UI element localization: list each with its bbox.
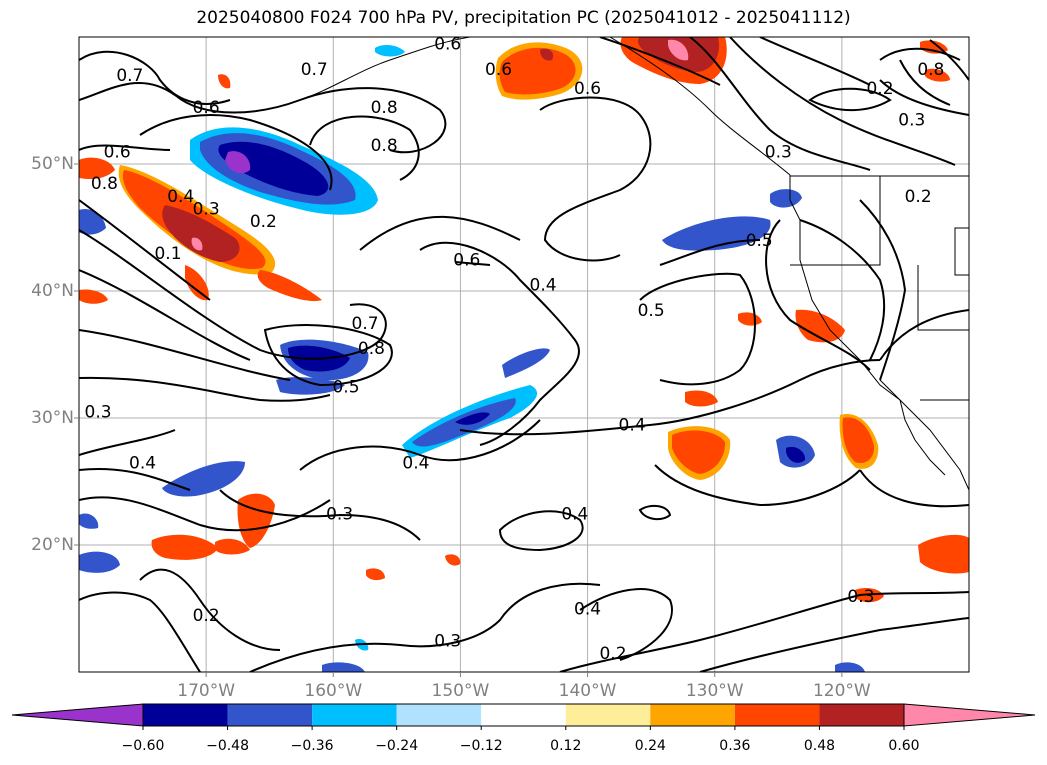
colorbar-frame [142, 703, 905, 727]
tick-marks [74, 163, 843, 677]
colorbar-tick-label: −0.48 [206, 738, 249, 754]
lat-tick-label: 50°N [31, 154, 74, 174]
contour-label: 0.6 [434, 34, 461, 54]
contour-label: 0.4 [619, 415, 646, 435]
contour-label: 0.2 [250, 212, 277, 232]
contour-label: 0.3 [847, 587, 874, 607]
contour-label: 0.8 [371, 136, 398, 156]
contour-label: 0.4 [167, 187, 194, 207]
contour-label: 0.5 [638, 301, 665, 321]
colorbar-segments [11, 703, 1036, 730]
lon-tick-label: 160°W [304, 681, 363, 701]
colorbar-segment [481, 704, 566, 726]
lon-tick-label: 170°W [177, 681, 236, 701]
colorbar-segment [565, 704, 651, 726]
contour-label: 0.6 [574, 79, 601, 99]
contour-label: 0.6 [453, 250, 480, 270]
precip-positive-areas [79, 37, 969, 603]
contour-label: 0.4 [561, 504, 588, 524]
contour-label: 0.3 [326, 504, 353, 524]
colorbar-tick-label: 0.48 [803, 738, 836, 754]
lon-tick-label: 150°W [431, 681, 490, 701]
contour-label: 0.2 [193, 606, 220, 626]
contour-label: 0.3 [898, 111, 925, 131]
colorbar-segment [819, 704, 904, 726]
lon-tick-label: 130°W [685, 681, 744, 701]
contour-labels: 0.70.60.60.80.40.30.20.10.70.80.80.60.60… [85, 34, 945, 664]
contour-label: 0.4 [402, 453, 429, 473]
lat-tick-label: 20°N [31, 535, 74, 555]
contour-label: 0.6 [485, 60, 512, 80]
contour-label: 0.3 [193, 199, 220, 219]
colorbar-segment [650, 704, 735, 726]
colorbar-segment [396, 704, 482, 726]
contour-label: 0.2 [866, 79, 893, 99]
colorbar-segment [734, 704, 820, 726]
contour-label: 0.4 [574, 600, 601, 620]
contour-label: 0.2 [905, 187, 932, 207]
contour-label: 0.5 [332, 377, 359, 397]
chart-title: 2025040800 F024 700 hPa PV, precipitatio… [196, 8, 851, 28]
lon-tick-label: 120°W [812, 681, 871, 701]
contour-label: 0.7 [352, 314, 379, 334]
colorbar-tick-label: −0.24 [375, 738, 419, 754]
precip-negative-areas [79, 45, 865, 672]
contour-label: 0.6 [104, 142, 131, 162]
coastlines [299, 37, 969, 491]
colorbar-segment [227, 704, 313, 726]
contour-label: 0.2 [599, 644, 626, 664]
contour-label: 0.1 [154, 244, 181, 264]
contour-label: 0.3 [765, 142, 792, 162]
contour-label: 0.5 [746, 231, 773, 251]
lon-tick-label: 140°W [558, 681, 617, 701]
contour-label: 0.3 [434, 631, 461, 651]
contour-label: 0.7 [301, 60, 328, 80]
contour-label: 0.3 [85, 403, 112, 423]
contour-label: 0.8 [371, 98, 398, 118]
colorbar-segment [143, 704, 228, 726]
contour-label: 0.8 [91, 174, 118, 194]
lat-tick-label: 40°N [31, 281, 74, 301]
colorbar-tick-label: −0.60 [121, 738, 165, 754]
contour-label: 0.7 [116, 66, 143, 86]
colorbar-segment [312, 704, 397, 726]
colorbar-tick-label: 0.60 [888, 738, 920, 754]
contour-label: 0.4 [530, 276, 557, 296]
plot-frame [78, 36, 970, 673]
colorbar-tick-label: 0.24 [634, 738, 666, 754]
contour-label: 0.8 [917, 60, 944, 80]
contour-label: 0.6 [193, 98, 220, 118]
contour-label: 0.8 [358, 339, 385, 359]
colorbar-extend-max [903, 703, 1036, 727]
colorbar-tick-label: −0.12 [459, 738, 503, 754]
colorbar-tick-label: −0.36 [290, 738, 334, 754]
colorbar-extend-min [11, 703, 144, 727]
pv-contours [79, 37, 969, 672]
colorbar-tick-label: 0.12 [550, 738, 582, 754]
contour-label: 0.4 [129, 453, 156, 473]
colorbar-tick-label: 0.36 [719, 738, 751, 754]
lat-tick-label: 30°N [31, 408, 74, 428]
